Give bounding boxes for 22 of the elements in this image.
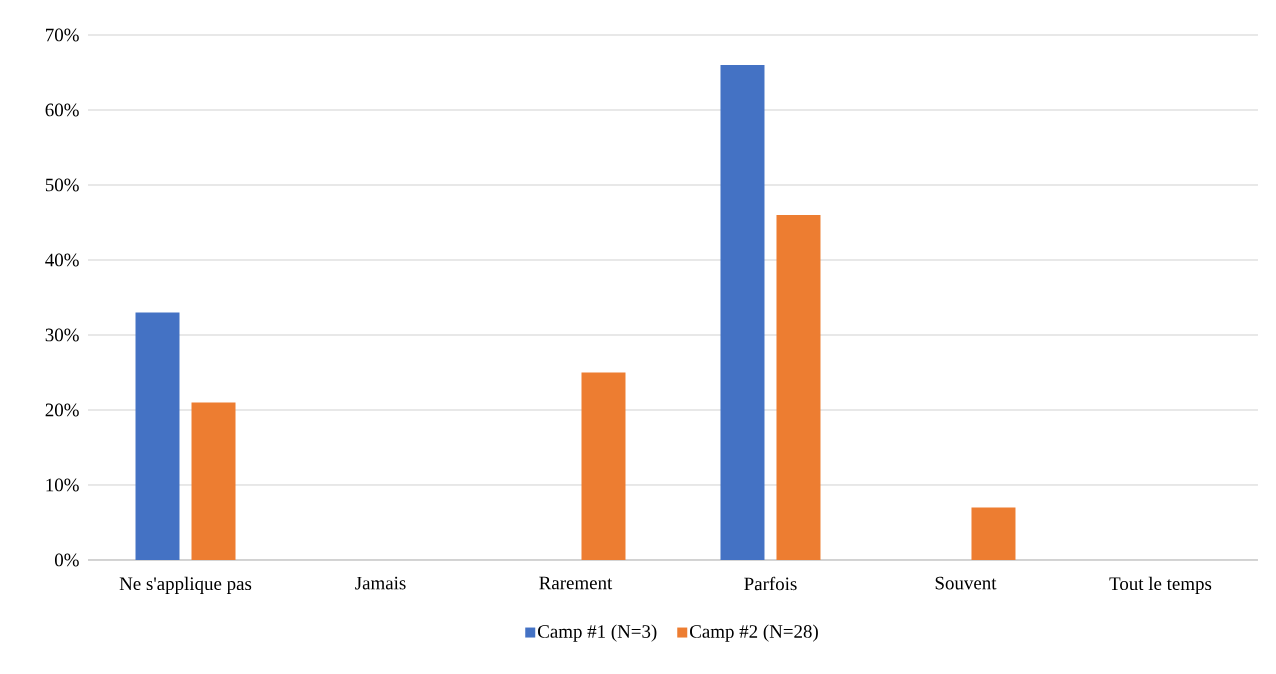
bar	[720, 64, 765, 560]
x-tick-label: Tout le temps	[1109, 576, 1212, 594]
bar	[135, 312, 180, 560]
y-tick-label: 30%	[45, 328, 79, 342]
y-tick-label: 40%	[45, 253, 79, 267]
y-tick-label: 50%	[45, 178, 79, 192]
y-tick-label: 0%	[54, 553, 79, 567]
y-tick-label: 60%	[45, 103, 79, 117]
y-tick-label: 10%	[46, 478, 79, 492]
bar	[776, 214, 821, 560]
bar	[971, 507, 1016, 560]
y-tick-label: 20%	[45, 403, 79, 417]
bar	[581, 372, 626, 560]
bar	[191, 402, 236, 560]
y-tick-label: 70%	[46, 28, 79, 42]
x-tick-label: Parfois	[744, 576, 797, 591]
x-tick-label: Jamais	[355, 576, 406, 590]
x-tick-label: Ne s'applique pas	[119, 576, 252, 594]
x-tick-label: Rarement	[539, 576, 613, 590]
x-tick-label: Souvent	[935, 576, 997, 590]
legend-label: Camp #1 (N=3)	[538, 624, 657, 642]
legend-label: Camp #2 (N=28)	[690, 624, 818, 642]
